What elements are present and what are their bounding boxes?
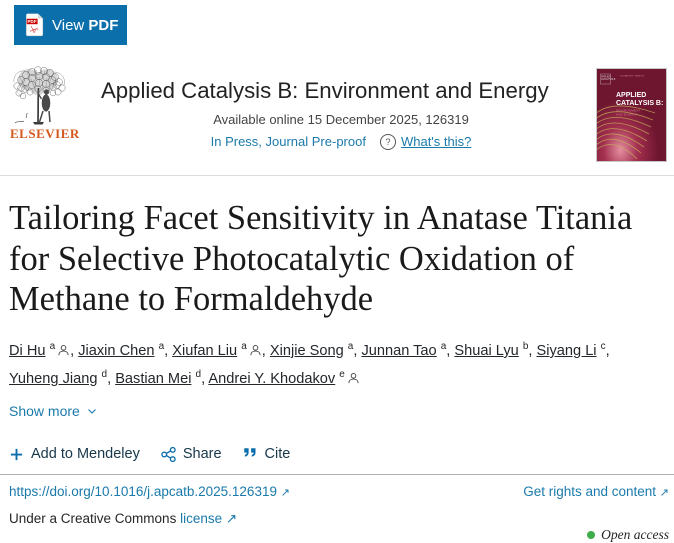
svg-text:APPLIED: APPLIED: [616, 92, 646, 99]
svg-text:APPLIED: APPLIED: [601, 75, 611, 78]
svg-text:CATALYSIS B:: CATALYSIS B:: [616, 100, 663, 107]
svg-text:PDF: PDF: [27, 19, 36, 24]
svg-text:VOLUME XXX · ISSUE XX: VOLUME XXX · ISSUE XX: [620, 76, 645, 78]
svg-text:AND ENERGY: AND ENERGY: [616, 113, 638, 117]
svg-text:CATALYSIS B: CATALYSIS B: [601, 78, 616, 81]
